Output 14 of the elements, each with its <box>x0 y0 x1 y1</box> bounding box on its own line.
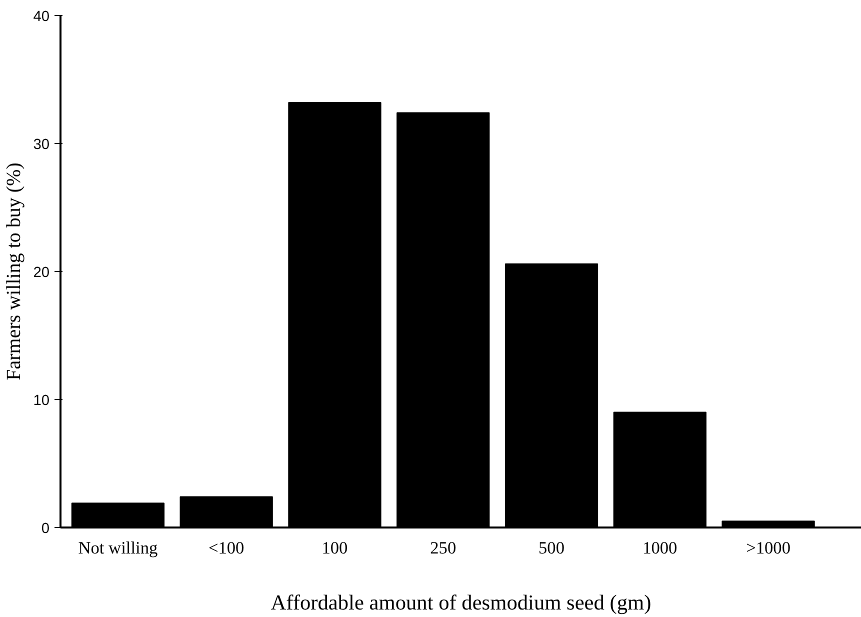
y-tick-label: 20 <box>33 265 50 281</box>
x-tick-label: >1000 <box>746 538 791 558</box>
y-tick-label: 0 <box>41 521 50 537</box>
x-tick-label: Not willing <box>78 538 158 558</box>
x-axis-title: Affordable amount of desmodium seed (gm) <box>270 590 652 614</box>
y-tick-label: 10 <box>33 393 50 409</box>
x-tick-label: 250 <box>430 538 456 558</box>
y-tick-label: 40 <box>33 9 50 25</box>
x-tick-label: 1000 <box>642 538 678 558</box>
y-tick-label: 30 <box>33 137 50 153</box>
x-tick-label: 100 <box>322 538 348 558</box>
x-tick-label: 500 <box>538 538 565 558</box>
x-tick-label: <100 <box>208 538 244 558</box>
y-axis-title: Farmers willing to buy (%) <box>3 162 26 380</box>
